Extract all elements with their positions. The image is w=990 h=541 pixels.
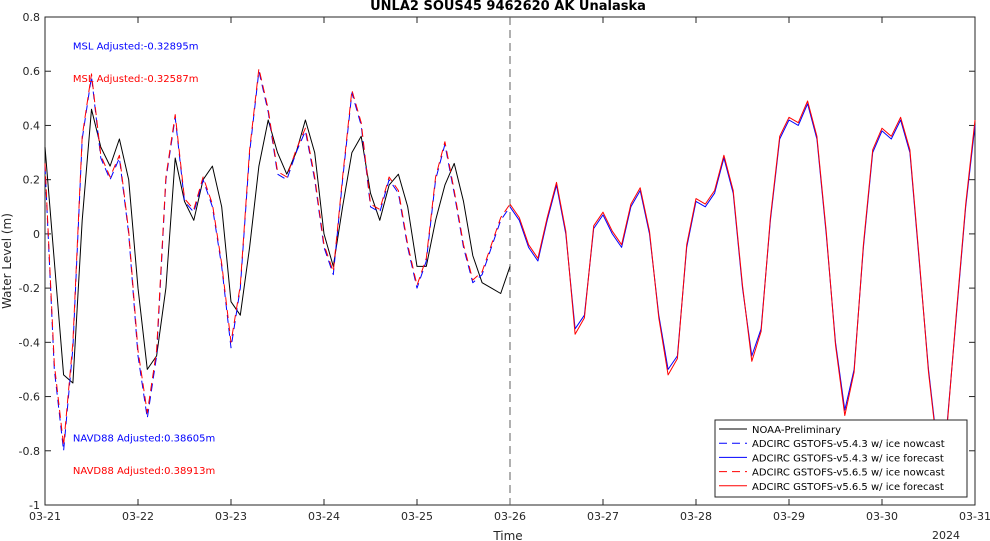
legend-label: ADCIRC GSTOFS-v5.4.3 w/ ice nowcast (752, 439, 945, 450)
x-tick-label: 03-30 (866, 510, 898, 523)
datum-annotation: NAVD88 Adjusted:0.38913m (73, 466, 215, 477)
x-tick-label: 03-21 (29, 510, 61, 523)
y-tick-label: -0.4 (19, 336, 40, 349)
y-tick-label: 0.6 (23, 65, 41, 78)
datum-annotation: NAVD88 Adjusted:0.38605m (73, 433, 215, 444)
legend-box (714, 419, 968, 498)
y-tick-label: -0.6 (19, 391, 40, 404)
y-tick-label: 0.4 (23, 119, 41, 132)
y-axis-label: Water Level (m) (0, 213, 14, 309)
x-axis-year-label: 2024 (932, 529, 960, 541)
x-tick-label: 03-31 (959, 510, 990, 523)
datum-annotation: MSL Adjusted:-0.32587m (73, 74, 199, 85)
legend-label: NOAA-Preliminary (752, 425, 841, 436)
y-tick-label: 0.8 (23, 11, 41, 24)
x-tick-label: 03-22 (122, 510, 154, 523)
y-tick-label: -0.2 (19, 282, 40, 295)
series-line (44, 68, 511, 446)
y-tick-label: -1 (29, 499, 40, 512)
x-axis-label: Time (492, 529, 522, 541)
x-tick-label: 03-25 (401, 510, 433, 523)
x-tick-label: 03-27 (587, 510, 619, 523)
series-line (509, 100, 976, 454)
legend-label: ADCIRC GSTOFS-v5.6.5 w/ ice forecast (752, 482, 944, 493)
datum-annotation: MSL Adjusted:-0.32895m (73, 42, 199, 53)
y-tick-label: 0.2 (23, 174, 41, 187)
y-tick-label: 0 (33, 228, 40, 241)
x-tick-label: 03-23 (215, 510, 247, 523)
x-tick-label: 03-26 (494, 510, 526, 523)
legend-label: ADCIRC GSTOFS-v5.4.3 w/ ice forecast (752, 453, 944, 464)
x-tick-label: 03-29 (773, 510, 805, 523)
y-tick-label: -0.8 (19, 445, 40, 458)
series-line (44, 108, 511, 384)
legend: NOAA-Preliminary ADCIRC GSTOFS-v5.4.3 w/ … (714, 419, 968, 498)
x-tick-label: 03-24 (308, 510, 340, 523)
chart-title: UNLA2 SOUS45 9462620 AK Unalaska (370, 0, 646, 14)
plot-area: 03-21 03-22 03-23 03-24 03-25 03-26 03-27 03-28… (19, 11, 990, 523)
x-tick-label: 03-28 (680, 510, 712, 523)
legend-label: ADCIRC GSTOFS-v5.6.5 w/ ice nowcast (752, 468, 945, 479)
